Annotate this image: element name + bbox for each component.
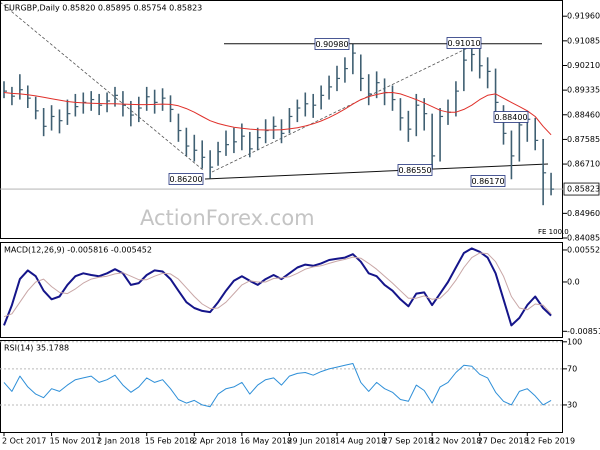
y-tick-label: 0.90210 (567, 61, 600, 70)
y-tick-label: 0.0 (567, 277, 580, 286)
panel-title: RSI(14) 35.1788 (4, 344, 69, 353)
annotation-box (314, 38, 350, 50)
y-tick-label: -0.008517 (567, 327, 600, 336)
x-tick-label: 27 Sep 2018 (383, 437, 434, 446)
y-tick-label: 70 (567, 364, 577, 373)
y-tick-label: 0.87585 (567, 135, 600, 144)
y-tick-label: 30 (567, 400, 577, 409)
panel-frame (0, 340, 563, 433)
panel-frame (0, 242, 563, 338)
y-tick-label: 0.89335 (567, 86, 600, 95)
last-price-label: 0.85823 (567, 185, 600, 194)
trend-lines (0, 1, 549, 180)
x-tick-label: 15 Feb 2018 (145, 437, 195, 446)
x-tick-label: 27 Dec 2018 (478, 437, 529, 446)
annotation-label: 0.86550 (398, 166, 431, 175)
annotation-box (446, 37, 482, 49)
x-tick-label: 12 Nov 2018 (430, 437, 481, 446)
trend-line (0, 1, 204, 171)
watermark: ActionForex.com (140, 206, 315, 230)
x-tick-label: 12 Feb 2019 (525, 437, 575, 446)
y-tick-label: 0.88460 (567, 110, 600, 119)
annotation-label: 0.91010 (447, 39, 480, 48)
y-tick-label: 0.86710 (567, 160, 600, 169)
x-tick-label: 2 Apr 2018 (192, 437, 236, 446)
panel-title: EURGBP,Daily 0.85820 0.85895 0.85754 0.8… (4, 4, 202, 13)
x-tick-label: 29 Jun 2018 (287, 437, 335, 446)
trend-line (204, 163, 549, 180)
annotation-label: 0.88400 (494, 113, 527, 122)
note: FE 100.0 (538, 228, 569, 236)
x-tick-label: 16 May 2018 (240, 437, 292, 446)
x-tick-label: 2 Oct 2017 (2, 437, 46, 446)
line-series (3, 363, 552, 408)
x-tick-label: 14 Aug 2018 (335, 437, 386, 446)
y-tick-label: 0.84085 (567, 234, 600, 243)
line-series (3, 92, 552, 136)
annotation-box (470, 175, 506, 187)
y-tick-label: 0.005526 (567, 245, 600, 254)
line-series (3, 247, 552, 327)
line-series (3, 252, 552, 318)
annotation-label: 0.90980 (315, 40, 348, 49)
y-tick-label: 100 (567, 337, 582, 346)
panel-frame (0, 0, 563, 239)
panel-title: MACD(12,26,9) -0.005816 -0.005452 (4, 246, 152, 255)
annotation-box (493, 111, 529, 123)
annotation-box (168, 173, 204, 185)
annotation-label: 0.86200 (169, 175, 202, 184)
x-tick-label: 2 Jan 2018 (97, 437, 140, 446)
y-tick-label: 0.91085 (567, 36, 600, 45)
x-tick-label: 15 Nov 2017 (50, 437, 101, 446)
last-price-box (563, 182, 600, 196)
annotation-box (397, 164, 433, 176)
y-tick-label: 0.91960 (567, 12, 600, 21)
y-tick-label: 0.84960 (567, 209, 600, 218)
annotation-label: 0.86170 (471, 177, 504, 186)
trend-line (211, 42, 479, 173)
